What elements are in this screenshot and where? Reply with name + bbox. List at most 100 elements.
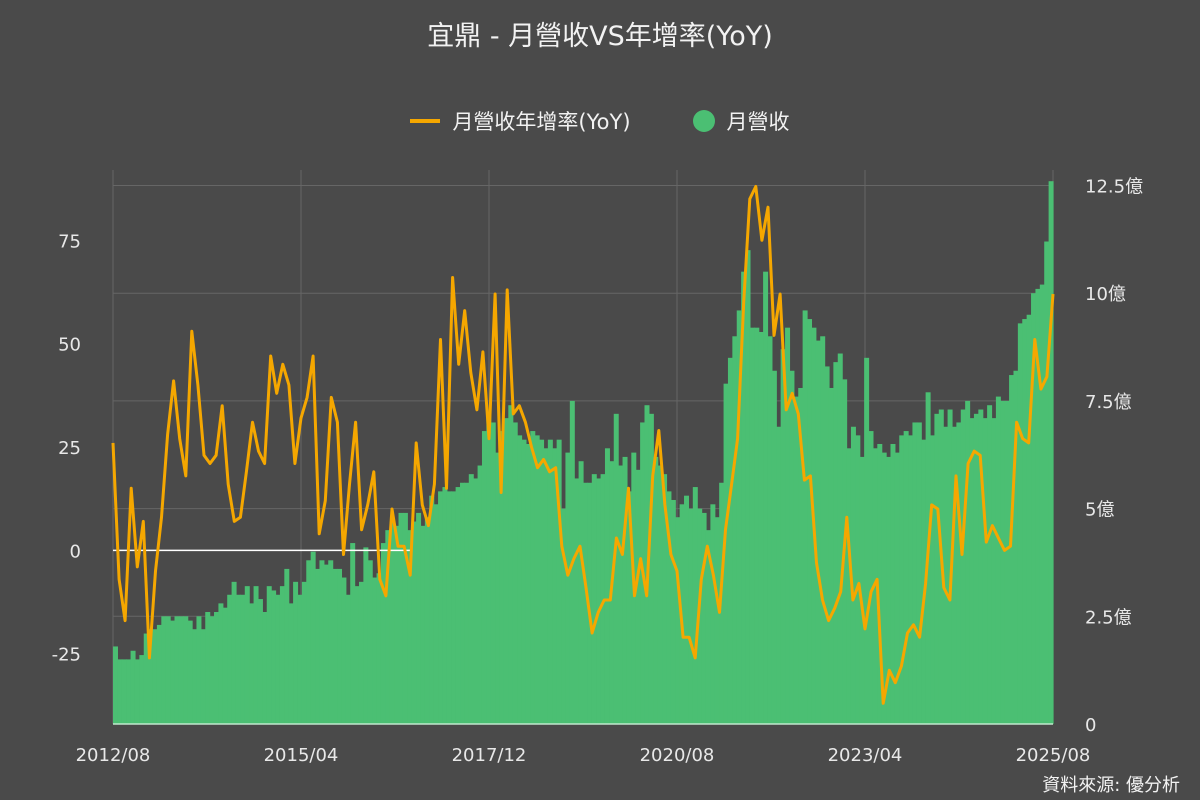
revenue-bar [279, 586, 285, 724]
revenue-bar [249, 603, 255, 724]
revenue-bar [591, 474, 597, 724]
x-tick-label: 2025/08 [1016, 745, 1091, 766]
revenue-bar [174, 616, 180, 724]
revenue-bar [235, 594, 241, 724]
revenue-bar [455, 487, 461, 724]
revenue-bar [776, 426, 782, 724]
revenue-bar [973, 413, 979, 724]
revenue-bar [508, 405, 514, 724]
revenue-bar [982, 418, 988, 724]
revenue-bar [675, 517, 681, 724]
revenue-bar [956, 422, 962, 724]
revenue-bar [978, 409, 984, 724]
revenue-bar [350, 543, 356, 724]
legend-circle-marker [692, 110, 715, 132]
revenue-bar [152, 629, 158, 724]
revenue-bar [231, 581, 237, 724]
revenue-bar [745, 250, 751, 724]
revenue-bar [670, 499, 676, 724]
legend-item-yoy[interactable]: 月營收年增率(YoY) [410, 106, 631, 136]
revenue-bar [886, 456, 892, 724]
revenue-bar [732, 336, 738, 724]
revenue-bar [525, 443, 531, 724]
revenue-bar [723, 383, 729, 724]
revenue-bar [574, 478, 580, 724]
revenue-bar [227, 594, 233, 724]
revenue-bar [596, 478, 602, 724]
revenue-bar [908, 435, 914, 724]
revenue-bar [293, 581, 299, 724]
left-y-axis: -25 0 25 50 75 [52, 231, 81, 665]
revenue-bar [161, 616, 167, 724]
revenue-bar [473, 478, 479, 724]
revenue-bar [987, 405, 993, 724]
revenue-bar [148, 629, 154, 724]
revenue-bar [297, 594, 303, 724]
revenue-bar [828, 387, 834, 724]
revenue-bar [1013, 370, 1019, 724]
revenue-bar [877, 443, 883, 724]
yoy-line [111, 185, 1055, 705]
revenue-bar [657, 465, 663, 724]
revenue-bar [315, 568, 321, 724]
left-tick-label: 50 [58, 335, 81, 356]
revenue-bar [578, 461, 584, 724]
revenue-bar [890, 443, 896, 724]
revenue-bar [134, 659, 140, 724]
legend-item-revenue[interactable]: 月營收 [692, 106, 790, 136]
revenue-bar [460, 482, 466, 724]
revenue-bar [798, 387, 804, 724]
revenue-bar [701, 512, 707, 724]
right-tick-label: 2.5億 [1085, 607, 1132, 628]
revenue-bar [394, 525, 400, 724]
revenue-bar [495, 452, 501, 724]
revenue-bar [367, 560, 373, 724]
revenue-bar [438, 491, 444, 724]
revenue-bar [587, 482, 593, 724]
revenue-bar [341, 577, 347, 724]
revenue-bar [666, 491, 672, 724]
revenue-bar [358, 581, 364, 724]
revenue-bar [850, 426, 856, 724]
revenue-bar [802, 310, 808, 724]
revenue-bar [807, 319, 813, 724]
legend-label-yoy: 月營收年增率(YoY) [452, 110, 631, 134]
revenue-bar [930, 435, 936, 724]
revenue-bar [328, 560, 334, 724]
revenue-bar [846, 448, 852, 724]
revenue-bar [991, 418, 997, 724]
revenue-bar [337, 568, 343, 724]
revenue-bar [793, 396, 799, 724]
revenue-bar [503, 418, 509, 724]
revenue-bar [626, 491, 632, 724]
revenue-bar [815, 340, 821, 724]
revenue-bar [758, 331, 764, 724]
revenue-bar [332, 568, 338, 724]
x-tick-label: 2012/08 [76, 745, 151, 766]
revenue-bar [372, 577, 378, 724]
revenue-bar [714, 517, 720, 724]
revenue-bar [543, 448, 549, 724]
revenue-bar [490, 422, 496, 724]
revenue-bar [1031, 293, 1037, 724]
revenue-bar [688, 508, 694, 724]
revenue-bar [416, 512, 422, 724]
revenue-bar [126, 659, 132, 724]
revenue-bar [1017, 323, 1023, 724]
revenue-bar [727, 357, 733, 724]
revenue-bar [855, 435, 861, 724]
revenue-bar [486, 413, 492, 724]
revenue-bar [187, 620, 193, 724]
revenue-bar [310, 551, 316, 724]
revenue-bar [859, 456, 865, 724]
revenue-bar [1004, 400, 1010, 724]
revenue-bar [481, 431, 487, 724]
revenue-bar [113, 646, 118, 724]
revenue-bar [424, 517, 430, 724]
left-tick-label: 0 [70, 541, 81, 562]
revenue-bar [214, 611, 220, 724]
revenue-bar [139, 655, 145, 724]
revenue-bar [468, 474, 474, 724]
right-tick-label: 5億 [1085, 500, 1114, 521]
revenue-bar [266, 586, 272, 724]
